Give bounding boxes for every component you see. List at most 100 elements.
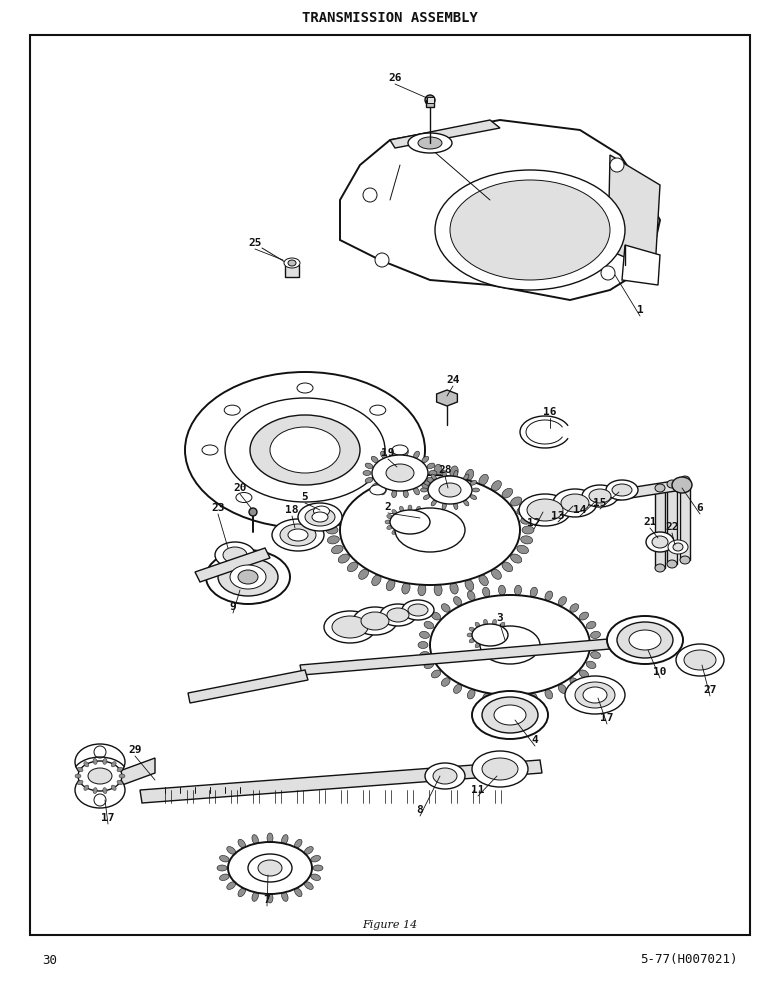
Ellipse shape bbox=[248, 854, 292, 882]
Ellipse shape bbox=[431, 500, 437, 506]
Ellipse shape bbox=[227, 882, 236, 889]
Ellipse shape bbox=[381, 488, 386, 495]
Ellipse shape bbox=[442, 470, 446, 477]
Ellipse shape bbox=[230, 565, 266, 589]
Ellipse shape bbox=[668, 540, 688, 554]
Ellipse shape bbox=[370, 485, 386, 495]
Ellipse shape bbox=[667, 560, 677, 568]
Ellipse shape bbox=[310, 855, 321, 862]
Ellipse shape bbox=[420, 631, 430, 638]
Ellipse shape bbox=[511, 554, 522, 563]
Ellipse shape bbox=[565, 676, 625, 714]
Ellipse shape bbox=[428, 476, 472, 504]
Ellipse shape bbox=[580, 670, 589, 678]
Ellipse shape bbox=[590, 631, 601, 638]
Ellipse shape bbox=[77, 780, 83, 785]
Ellipse shape bbox=[505, 627, 511, 632]
Ellipse shape bbox=[372, 575, 381, 586]
Ellipse shape bbox=[482, 697, 538, 733]
Ellipse shape bbox=[402, 600, 434, 620]
Ellipse shape bbox=[607, 616, 683, 664]
Ellipse shape bbox=[427, 514, 433, 519]
Ellipse shape bbox=[424, 480, 430, 485]
Text: 12: 12 bbox=[527, 518, 541, 528]
Text: 27: 27 bbox=[704, 685, 717, 695]
Text: 21: 21 bbox=[644, 517, 657, 527]
Ellipse shape bbox=[676, 644, 724, 676]
Polygon shape bbox=[655, 488, 665, 568]
Ellipse shape bbox=[494, 705, 526, 725]
Text: 5: 5 bbox=[302, 492, 308, 502]
Ellipse shape bbox=[422, 483, 429, 490]
Text: 15: 15 bbox=[594, 498, 607, 508]
Ellipse shape bbox=[363, 188, 377, 202]
Ellipse shape bbox=[500, 643, 505, 648]
Ellipse shape bbox=[294, 839, 302, 848]
Ellipse shape bbox=[294, 888, 302, 897]
Ellipse shape bbox=[587, 661, 596, 669]
Ellipse shape bbox=[472, 691, 548, 739]
Ellipse shape bbox=[441, 678, 450, 686]
Ellipse shape bbox=[442, 503, 446, 510]
Polygon shape bbox=[300, 638, 622, 675]
Ellipse shape bbox=[386, 469, 395, 481]
Ellipse shape bbox=[282, 892, 288, 901]
Ellipse shape bbox=[328, 516, 339, 524]
Ellipse shape bbox=[332, 506, 343, 515]
Ellipse shape bbox=[392, 490, 397, 498]
Ellipse shape bbox=[589, 489, 611, 503]
Bar bbox=[285, 265, 299, 277]
Ellipse shape bbox=[423, 529, 428, 534]
Ellipse shape bbox=[517, 545, 529, 554]
Ellipse shape bbox=[479, 474, 488, 485]
Ellipse shape bbox=[465, 579, 473, 591]
Ellipse shape bbox=[450, 180, 610, 280]
Text: 17: 17 bbox=[101, 813, 115, 823]
Ellipse shape bbox=[328, 536, 339, 544]
Ellipse shape bbox=[418, 642, 428, 648]
Ellipse shape bbox=[359, 481, 369, 491]
Ellipse shape bbox=[252, 892, 258, 901]
Ellipse shape bbox=[227, 847, 236, 854]
Ellipse shape bbox=[429, 471, 437, 476]
Ellipse shape bbox=[305, 508, 335, 526]
Ellipse shape bbox=[680, 556, 690, 564]
Ellipse shape bbox=[430, 595, 590, 695]
Ellipse shape bbox=[422, 456, 429, 463]
Ellipse shape bbox=[395, 508, 465, 552]
Ellipse shape bbox=[672, 477, 692, 493]
Polygon shape bbox=[520, 480, 682, 515]
Ellipse shape bbox=[339, 554, 349, 563]
Ellipse shape bbox=[515, 695, 522, 705]
Ellipse shape bbox=[385, 520, 391, 524]
Ellipse shape bbox=[387, 525, 392, 530]
Ellipse shape bbox=[472, 751, 528, 787]
Ellipse shape bbox=[469, 638, 475, 643]
Ellipse shape bbox=[298, 503, 342, 531]
Ellipse shape bbox=[347, 488, 358, 498]
Ellipse shape bbox=[424, 621, 434, 629]
Ellipse shape bbox=[408, 505, 412, 511]
Ellipse shape bbox=[386, 464, 414, 482]
Ellipse shape bbox=[375, 253, 389, 267]
Ellipse shape bbox=[570, 678, 579, 686]
Ellipse shape bbox=[224, 405, 240, 415]
Ellipse shape bbox=[117, 767, 122, 772]
Ellipse shape bbox=[491, 569, 502, 579]
Ellipse shape bbox=[467, 689, 475, 699]
Text: 28: 28 bbox=[438, 465, 452, 475]
Ellipse shape bbox=[75, 774, 81, 778]
Ellipse shape bbox=[684, 650, 716, 670]
Ellipse shape bbox=[425, 763, 465, 789]
Ellipse shape bbox=[500, 622, 505, 627]
Text: 11: 11 bbox=[471, 785, 484, 795]
Ellipse shape bbox=[580, 612, 589, 620]
Ellipse shape bbox=[475, 622, 480, 627]
Ellipse shape bbox=[93, 788, 98, 794]
Ellipse shape bbox=[424, 661, 434, 669]
Ellipse shape bbox=[522, 526, 534, 534]
Ellipse shape bbox=[583, 687, 607, 703]
Ellipse shape bbox=[521, 536, 533, 544]
Text: 8: 8 bbox=[417, 805, 424, 815]
Ellipse shape bbox=[450, 582, 458, 594]
